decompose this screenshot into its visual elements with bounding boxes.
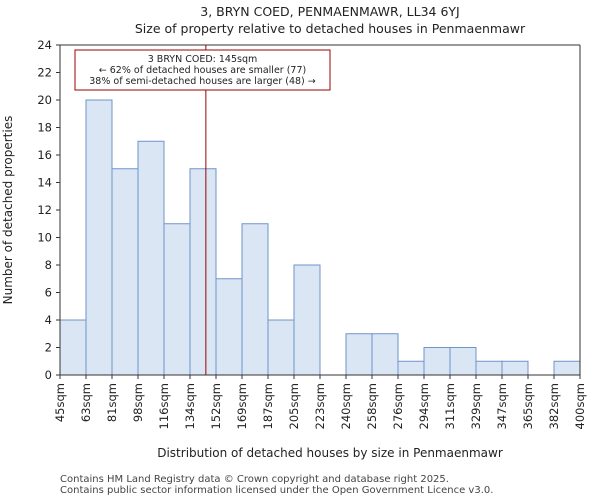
bar-98sqm (137, 140, 165, 376)
y-tick-label-14: 14 (37, 176, 52, 190)
bar-311sqm (449, 347, 477, 376)
bar-152sqm (215, 278, 243, 376)
x-tick-label-294sqm: 294sqm (417, 383, 431, 429)
x-tick-label-205sqm: 205sqm (287, 383, 301, 429)
bar-329sqm (475, 360, 503, 376)
x-tick-label-63sqm: 63sqm (79, 383, 93, 422)
bar-240sqm (345, 333, 373, 376)
bar-205sqm (293, 264, 321, 376)
x-tick-label-240sqm: 240sqm (339, 383, 353, 429)
y-tick-label-10: 10 (37, 231, 52, 245)
x-tick-label-81sqm: 81sqm (105, 383, 119, 422)
x-tick-label-311sqm: 311sqm (443, 383, 457, 429)
x-tick-label-400sqm: 400sqm (573, 383, 587, 429)
y-tick-label-8: 8 (45, 258, 52, 272)
bar-347sqm (501, 360, 529, 376)
footer-copyright: Contains HM Land Registry data © Crown c… (60, 474, 449, 485)
y-tick-label-4: 4 (45, 313, 52, 327)
bar-45sqm (59, 319, 87, 376)
bar-382sqm (553, 360, 581, 376)
annotation-box (74, 49, 331, 91)
bar-258sqm (371, 333, 399, 376)
bar-81sqm (111, 168, 139, 376)
bar-134sqm (189, 168, 217, 376)
x-tick-label-329sqm: 329sqm (469, 383, 483, 429)
bar-294sqm (423, 347, 451, 376)
y-tick-label-6: 6 (45, 286, 52, 300)
bar-116sqm (163, 223, 191, 376)
y-tick-label-22: 22 (37, 66, 52, 80)
x-tick-label-347sqm: 347sqm (495, 383, 509, 429)
x-tick-label-98sqm: 98sqm (131, 383, 145, 422)
y-tick-label-18: 18 (37, 121, 52, 135)
x-tick-label-116sqm: 116sqm (157, 383, 171, 429)
y-tick-label-12: 12 (37, 203, 52, 217)
chart-subtitle: Size of property relative to detached ho… (135, 21, 526, 36)
y-tick-label-24: 24 (37, 38, 52, 52)
footer-licence: Contains public sector information licen… (60, 485, 494, 496)
x-tick-label-382sqm: 382sqm (547, 383, 561, 429)
x-tick-label-276sqm: 276sqm (391, 383, 405, 429)
x-tick-label-134sqm: 134sqm (183, 383, 197, 429)
y-tick-label-0: 0 (45, 368, 52, 382)
bar-63sqm (85, 99, 113, 376)
y-tick-label-2: 2 (45, 341, 52, 355)
x-tick-label-223sqm: 223sqm (313, 383, 327, 429)
x-tick-label-169sqm: 169sqm (235, 383, 249, 429)
y-axis-label: Number of detached properties (1, 116, 15, 305)
bar-169sqm (241, 223, 269, 376)
annotation-line-2: ← 62% of detached houses are smaller (77… (99, 65, 306, 76)
x-tick-label-258sqm: 258sqm (365, 383, 379, 429)
x-tick-label-152sqm: 152sqm (209, 383, 223, 429)
annotation-line-3: 38% of semi-detached houses are larger (… (89, 76, 316, 87)
bar-187sqm (267, 319, 295, 376)
y-tick-label-16: 16 (37, 148, 52, 162)
x-axis-label: Distribution of detached houses by size … (157, 446, 503, 460)
x-tick-label-187sqm: 187sqm (261, 383, 275, 429)
y-tick-label-20: 20 (37, 93, 52, 107)
x-tick-label-45sqm: 45sqm (53, 383, 67, 422)
bar-276sqm (397, 360, 425, 376)
x-tick-label-365sqm: 365sqm (521, 383, 535, 429)
chart-title: 3, BRYN COED, PENMAENMAWR, LL34 6YJ (200, 4, 459, 19)
annotation-line-1: 3 BRYN COED: 145sqm (148, 54, 258, 65)
